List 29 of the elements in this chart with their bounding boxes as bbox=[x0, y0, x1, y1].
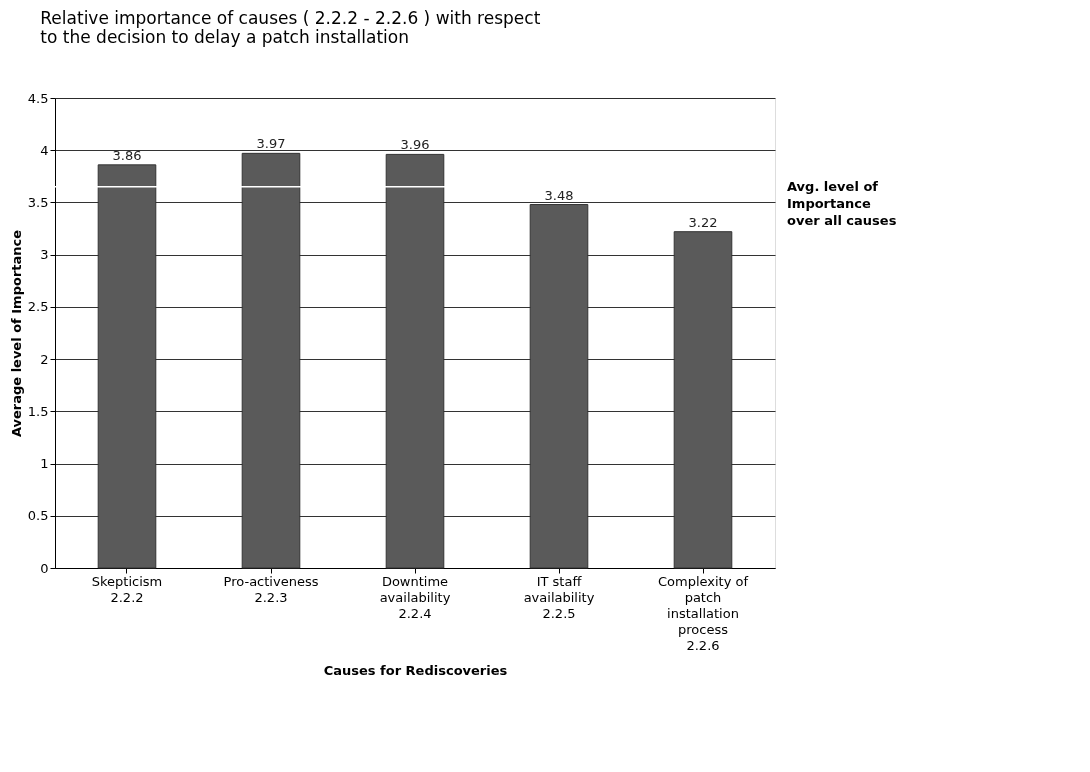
x-tick-label: IT staff availability 2.2.5 bbox=[523, 573, 595, 621]
y-axis-title: Average level of Importance bbox=[8, 229, 24, 438]
x-axis-title: Causes for Rediscoveries bbox=[323, 662, 508, 678]
bar bbox=[97, 164, 157, 569]
y-tick-label: 0.5 bbox=[27, 508, 49, 524]
y-tick-label: 1 bbox=[40, 456, 49, 472]
y-tick-label: 4.5 bbox=[27, 90, 49, 106]
bar bbox=[385, 153, 445, 569]
ref-line-label: Avg. level of Importance over all causes bbox=[787, 178, 897, 228]
x-tick-label: Skepticism 2.2.2 bbox=[91, 573, 163, 605]
y-tick-label: 3 bbox=[40, 247, 49, 263]
bar bbox=[241, 152, 301, 569]
y-tick-label: 2.5 bbox=[27, 299, 49, 315]
y-tick-label: 4 bbox=[40, 142, 49, 158]
y-tick-label: 0 bbox=[40, 560, 49, 576]
bar bbox=[673, 231, 733, 569]
x-tick-label: Downtime availability 2.2.4 bbox=[379, 573, 451, 621]
x-tick-label: Complexity of patch installation process 2.2.6 bbox=[657, 573, 749, 653]
data-label: 3.96 bbox=[400, 137, 430, 153]
y-tick-label: 2 bbox=[40, 351, 49, 367]
y-tick-label: 1.5 bbox=[27, 403, 49, 419]
data-label: 3.86 bbox=[112, 147, 142, 163]
chart-title: Relative importance of causes ( 2.2.2 - 2.2.6 ) with respect to the decision to delay a patch installation bbox=[40, 8, 541, 47]
data-label: 3.22 bbox=[688, 214, 718, 230]
data-label: 3.97 bbox=[256, 136, 286, 152]
bar bbox=[529, 204, 589, 569]
y-tick-label: 3.5 bbox=[27, 194, 49, 210]
data-label: 3.48 bbox=[544, 187, 574, 203]
x-tick-label: Pro-activeness 2.2.3 bbox=[223, 573, 319, 605]
